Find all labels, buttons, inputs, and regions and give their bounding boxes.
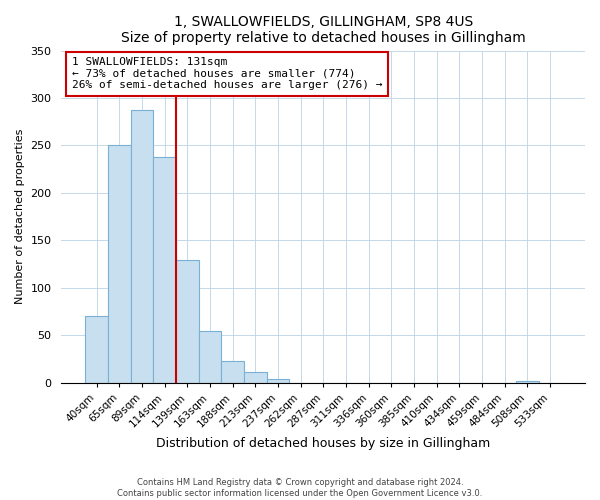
Bar	[131, 110, 153, 383]
Bar	[199, 330, 221, 383]
Bar	[516, 381, 539, 383]
X-axis label: Distribution of detached houses by size in Gillingham: Distribution of detached houses by size …	[156, 437, 490, 450]
Text: Contains HM Land Registry data © Crown copyright and database right 2024.
Contai: Contains HM Land Registry data © Crown c…	[118, 478, 482, 498]
Bar	[266, 379, 289, 383]
Y-axis label: Number of detached properties: Number of detached properties	[15, 129, 25, 304]
Bar	[244, 372, 266, 383]
Bar	[221, 361, 244, 383]
Text: 1 SWALLOWFIELDS: 131sqm
← 73% of detached houses are smaller (774)
26% of semi-d: 1 SWALLOWFIELDS: 131sqm ← 73% of detache…	[72, 57, 382, 90]
Bar	[176, 260, 199, 383]
Bar	[85, 316, 108, 383]
Bar	[153, 157, 176, 383]
Bar	[108, 146, 131, 383]
Title: 1, SWALLOWFIELDS, GILLINGHAM, SP8 4US
Size of property relative to detached hous: 1, SWALLOWFIELDS, GILLINGHAM, SP8 4US Si…	[121, 15, 526, 45]
